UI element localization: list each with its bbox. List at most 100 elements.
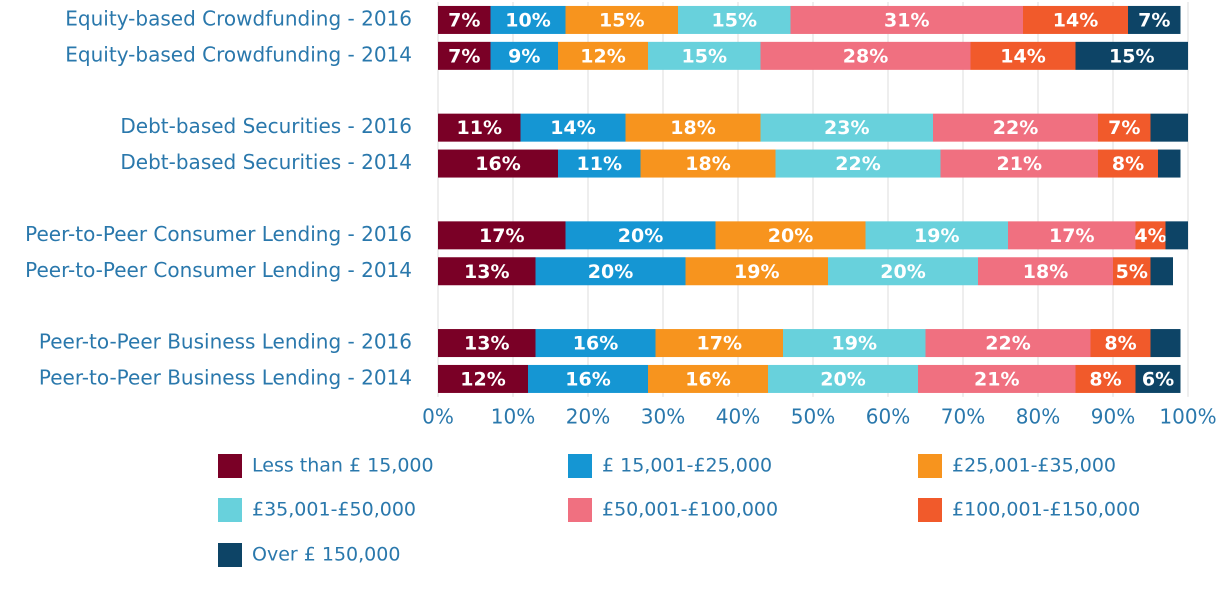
y-tick-label: Peer-to-Peer Business Lending - 2016	[39, 330, 412, 354]
bar-segment	[1150, 257, 1173, 286]
data-label: 21%	[997, 153, 1042, 175]
bar-segment	[655, 329, 783, 358]
data-label: 15%	[599, 9, 644, 31]
data-label: 22%	[835, 153, 880, 175]
data-label: 18%	[685, 153, 730, 175]
bar-segment	[558, 41, 648, 70]
x-tick-label: 50%	[791, 405, 835, 429]
data-label: 23%	[824, 117, 869, 139]
bar-segment	[678, 5, 791, 34]
data-label: 6%	[1142, 368, 1174, 390]
x-tick-label: 30%	[641, 405, 685, 429]
bar-segment	[438, 5, 491, 34]
bar-segment	[625, 113, 761, 142]
data-label: 17%	[1049, 225, 1094, 247]
bar-segment	[1075, 41, 1188, 70]
legend-label: Over £ 150,000	[252, 544, 400, 566]
bar-segment	[790, 5, 1023, 34]
data-label: 11%	[457, 117, 502, 139]
data-label: 8%	[1104, 333, 1136, 355]
bar-segment	[783, 329, 926, 358]
bar-segment	[490, 41, 558, 70]
bar-segment	[1165, 221, 1188, 250]
legend-label: £50,001-£100,000	[602, 499, 778, 521]
data-label: 13%	[464, 333, 509, 355]
data-label: 14%	[550, 117, 595, 139]
bar-segment	[775, 149, 941, 178]
x-tick-label: 90%	[1091, 405, 1135, 429]
data-label: 10%	[505, 9, 550, 31]
data-label: 15%	[682, 45, 727, 67]
data-label: 20%	[880, 261, 925, 283]
data-label: 7%	[448, 45, 480, 67]
data-label: 12%	[460, 368, 505, 390]
bar-segment	[1128, 5, 1181, 34]
legend-swatch	[218, 543, 242, 567]
bar-segment	[1135, 221, 1166, 250]
bar-segment	[1075, 364, 1136, 393]
legend-swatch	[218, 454, 242, 478]
data-label: 15%	[1109, 45, 1154, 67]
data-label: 9%	[508, 45, 540, 67]
bar-segment	[438, 221, 566, 250]
data-label: 28%	[843, 45, 888, 67]
data-label: 14%	[1000, 45, 1045, 67]
y-tick-label: Debt-based Securities - 2014	[120, 150, 412, 174]
bar-segment	[768, 364, 918, 393]
bar-segment	[933, 113, 1098, 142]
bar-segment	[828, 257, 978, 286]
data-label: 11%	[577, 153, 622, 175]
data-label: 4%	[1134, 225, 1166, 247]
data-label: 19%	[914, 225, 959, 247]
data-label: 7%	[448, 9, 480, 31]
legend-swatch	[918, 498, 942, 522]
bar-segment	[1113, 257, 1151, 286]
data-label: 14%	[1053, 9, 1098, 31]
bar-segment	[715, 221, 866, 250]
bar-segment	[535, 257, 686, 286]
x-tick-label: 100%	[1159, 405, 1216, 429]
data-label: 31%	[884, 9, 929, 31]
data-label: 21%	[974, 368, 1019, 390]
data-label: 7%	[1138, 9, 1170, 31]
data-label: 20%	[768, 225, 813, 247]
bar-segment	[940, 149, 1098, 178]
bar-segment	[1150, 113, 1188, 142]
data-label: 17%	[479, 225, 524, 247]
y-tick-label: Debt-based Securities - 2016	[120, 114, 412, 138]
bar-segment	[490, 5, 566, 34]
data-label: 13%	[464, 261, 509, 283]
data-label: 7%	[1108, 117, 1140, 139]
data-label: 8%	[1112, 153, 1144, 175]
bar-segment	[640, 149, 776, 178]
x-tick-label: 20%	[566, 405, 610, 429]
legend-swatch	[918, 454, 942, 478]
bar-segment	[520, 113, 626, 142]
y-tick-label: Equity-based Crowdfunding - 2016	[65, 6, 412, 30]
legend-label: £25,001-£35,000	[952, 455, 1116, 477]
y-tick-label: Peer-to-Peer Consumer Lending - 2014	[25, 258, 412, 282]
data-label: 20%	[588, 261, 633, 283]
data-label: 12%	[580, 45, 625, 67]
data-label: 5%	[1116, 261, 1148, 283]
bar-segment	[1098, 149, 1158, 178]
bar-segment	[528, 364, 648, 393]
bar-segment	[1090, 329, 1151, 358]
bar-segment	[1008, 221, 1136, 250]
bar-segment	[535, 329, 656, 358]
data-label: 18%	[1023, 261, 1068, 283]
x-tick-label: 70%	[941, 405, 985, 429]
data-label: 16%	[475, 153, 520, 175]
data-label: 16%	[685, 368, 730, 390]
legend-swatch	[568, 498, 592, 522]
data-label: 22%	[985, 333, 1030, 355]
bar-segment	[1150, 329, 1181, 358]
bar-segment	[438, 149, 558, 178]
bar-segment	[978, 257, 1113, 286]
bar-segment	[685, 257, 828, 286]
bar-segment	[648, 364, 768, 393]
x-tick-label: 80%	[1016, 405, 1060, 429]
data-label: 18%	[670, 117, 715, 139]
x-tick-label: 0%	[422, 405, 454, 429]
